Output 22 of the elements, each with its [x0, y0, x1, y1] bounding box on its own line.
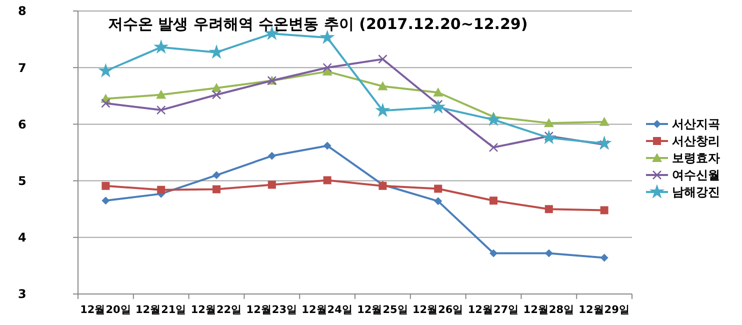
x-tick-label: 12월27일	[468, 304, 520, 316]
legend-label: 보령효자	[672, 151, 720, 166]
x-tick-label: 12월26일	[412, 304, 464, 316]
y-tick-label: 4	[18, 230, 26, 245]
x-tick-label: 12월22일	[190, 304, 242, 316]
x-tick-label: 12월23일	[246, 304, 298, 316]
y-tick-label: 6	[18, 117, 26, 132]
x-tick-label: 12월21일	[135, 304, 187, 316]
y-tick-label: 5	[18, 174, 26, 188]
y-tick-label: 8	[18, 4, 26, 18]
legend-label: 남해강진	[672, 185, 720, 200]
x-tick-label: 12월20일	[80, 304, 132, 316]
x-tick-label: 12월25일	[357, 304, 408, 316]
chart-title: 저수온 발생 우려해역 수온변동 추이 (2017.12.20~12.29)	[108, 15, 528, 33]
x-tick-label: 12월28일	[523, 304, 575, 316]
legend-label: 서산창리	[672, 134, 720, 148]
legend-label: 서산지곡	[672, 117, 720, 132]
legend-label: 여수신월	[672, 168, 720, 182]
x-tick-label: 12월29일	[578, 304, 630, 316]
x-tick-label: 12월24일	[302, 304, 353, 316]
y-tick-label: 3	[18, 287, 26, 302]
y-tick-label: 7	[18, 60, 26, 75]
